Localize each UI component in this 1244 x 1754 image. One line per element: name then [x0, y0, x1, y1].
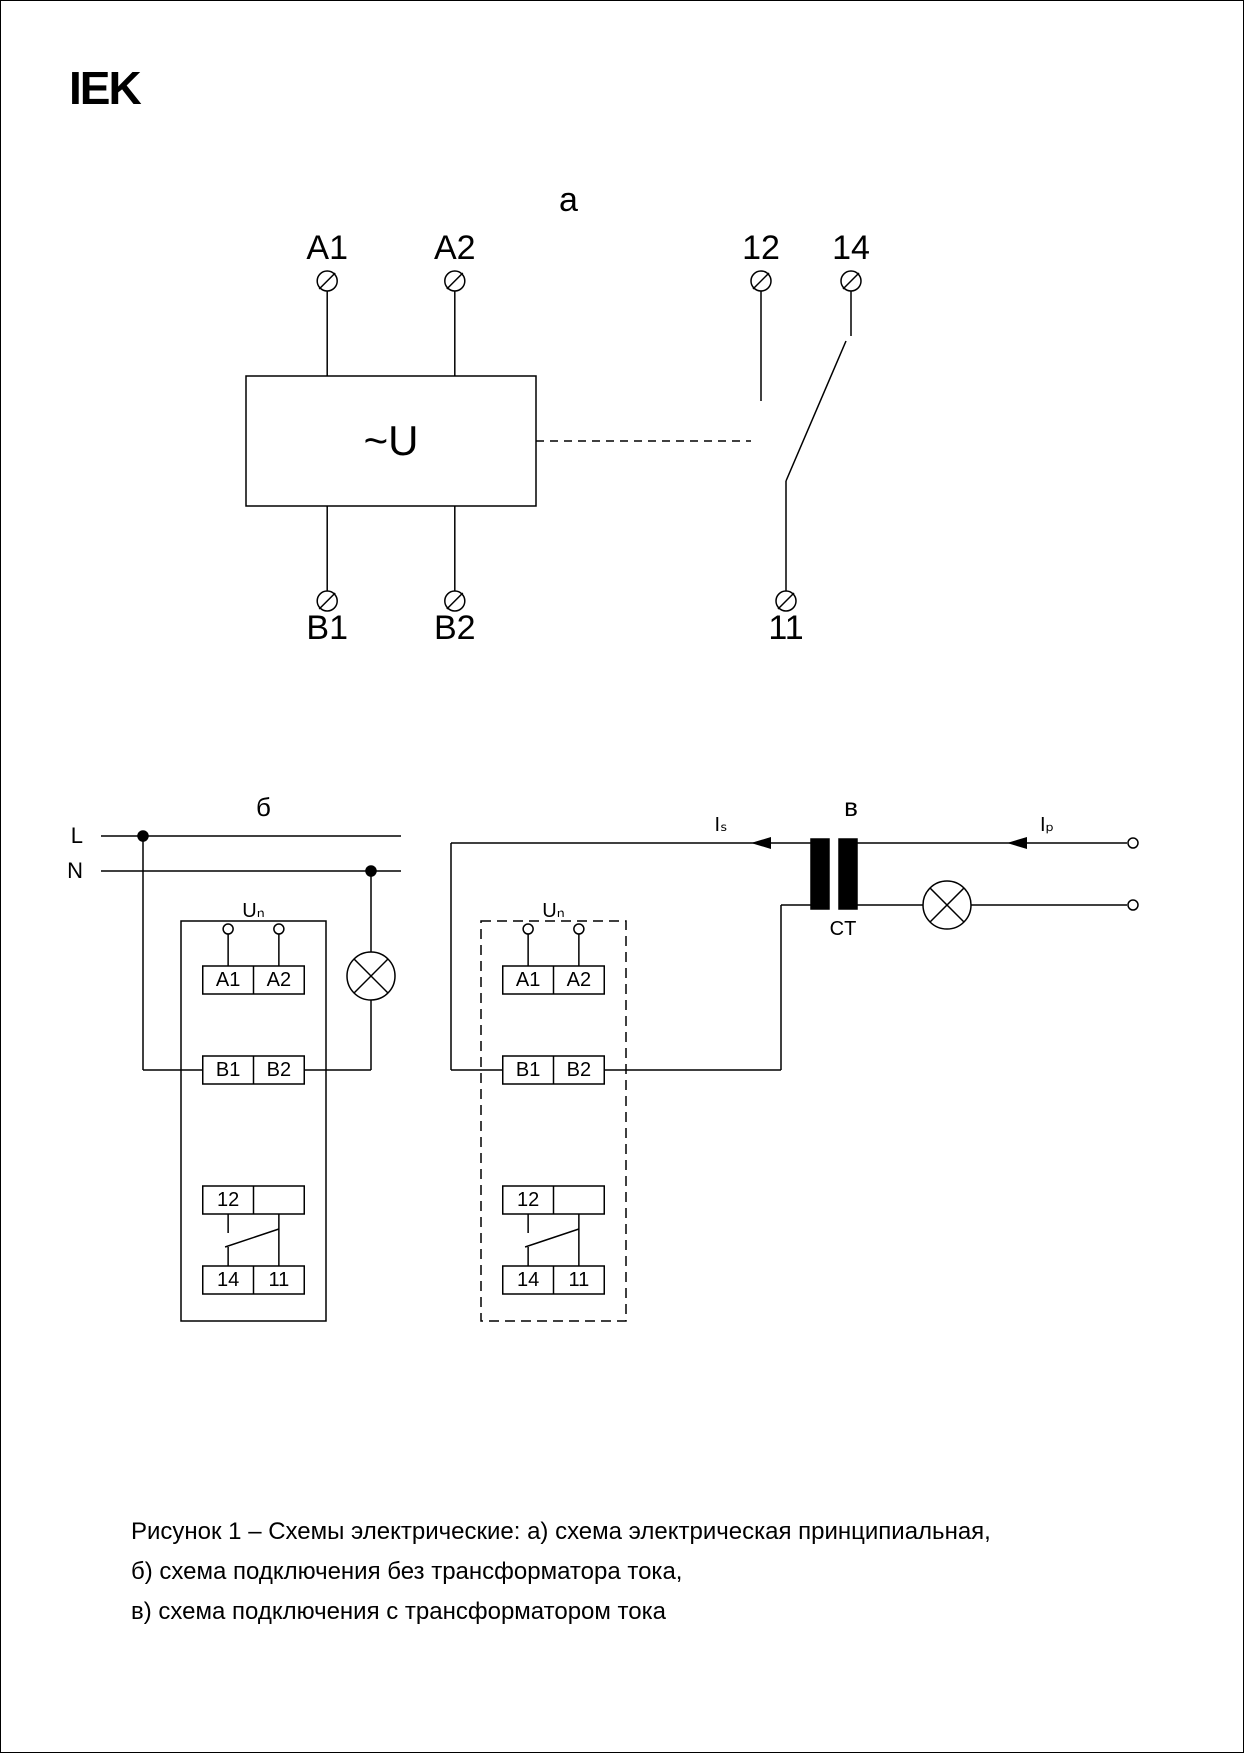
svg-text:A1: A1	[216, 969, 240, 991]
svg-text:B1: B1	[516, 1059, 540, 1081]
svg-text:11: 11	[268, 1269, 289, 1291]
svg-text:~U: ~U	[364, 417, 419, 464]
figure-caption: Рисунок 1 – Схемы электрические: а) схем…	[131, 1512, 1111, 1632]
svg-text:A2: A2	[567, 969, 591, 991]
svg-text:12: 12	[742, 229, 780, 267]
svg-text:L: L	[71, 823, 83, 848]
svg-text:б: б	[256, 792, 271, 822]
diagram-a-svg: а ~U A1 A2 B1 B2 12 14 11 б LN A1 A2 Uₙ B1 B2 12 14 11 в A…	[1, 1, 1244, 1754]
svg-text:A1: A1	[516, 969, 540, 991]
svg-text:Iₛ: Iₛ	[714, 814, 727, 836]
svg-text:14: 14	[517, 1269, 539, 1291]
svg-text:12: 12	[517, 1189, 539, 1211]
svg-text:в: в	[844, 792, 858, 822]
svg-text:A2: A2	[267, 969, 291, 991]
svg-text:14: 14	[217, 1269, 239, 1291]
svg-text:11: 11	[568, 1269, 589, 1291]
svg-text:B1: B1	[306, 609, 348, 647]
svg-text:11: 11	[768, 609, 803, 647]
caption-line3: в) схема подключения с трансформатором т…	[131, 1592, 1111, 1632]
svg-text:Uₙ: Uₙ	[542, 900, 564, 922]
svg-text:B2: B2	[267, 1059, 291, 1081]
caption-line1: Рисунок 1 – Схемы электрические: а) схем…	[131, 1512, 1111, 1552]
svg-text:B2: B2	[567, 1059, 591, 1081]
svg-text:а: а	[559, 181, 578, 219]
caption-line2: б) схема подключения без трансформатора …	[131, 1552, 1111, 1592]
svg-text:14: 14	[832, 229, 870, 267]
svg-text:A2: A2	[434, 229, 476, 267]
svg-text:Iₚ: Iₚ	[1040, 814, 1054, 836]
page: IEK а~UA1A2B1B2121411 бLNA1A2UₙB1B212141…	[0, 0, 1244, 1753]
svg-text:B2: B2	[434, 609, 476, 647]
svg-text:N: N	[67, 858, 83, 883]
svg-text:B1: B1	[216, 1059, 240, 1081]
svg-text:A1: A1	[306, 229, 348, 267]
svg-text:Uₙ: Uₙ	[242, 900, 264, 922]
svg-text:12: 12	[217, 1189, 239, 1211]
svg-text:CT: CT	[830, 918, 857, 940]
